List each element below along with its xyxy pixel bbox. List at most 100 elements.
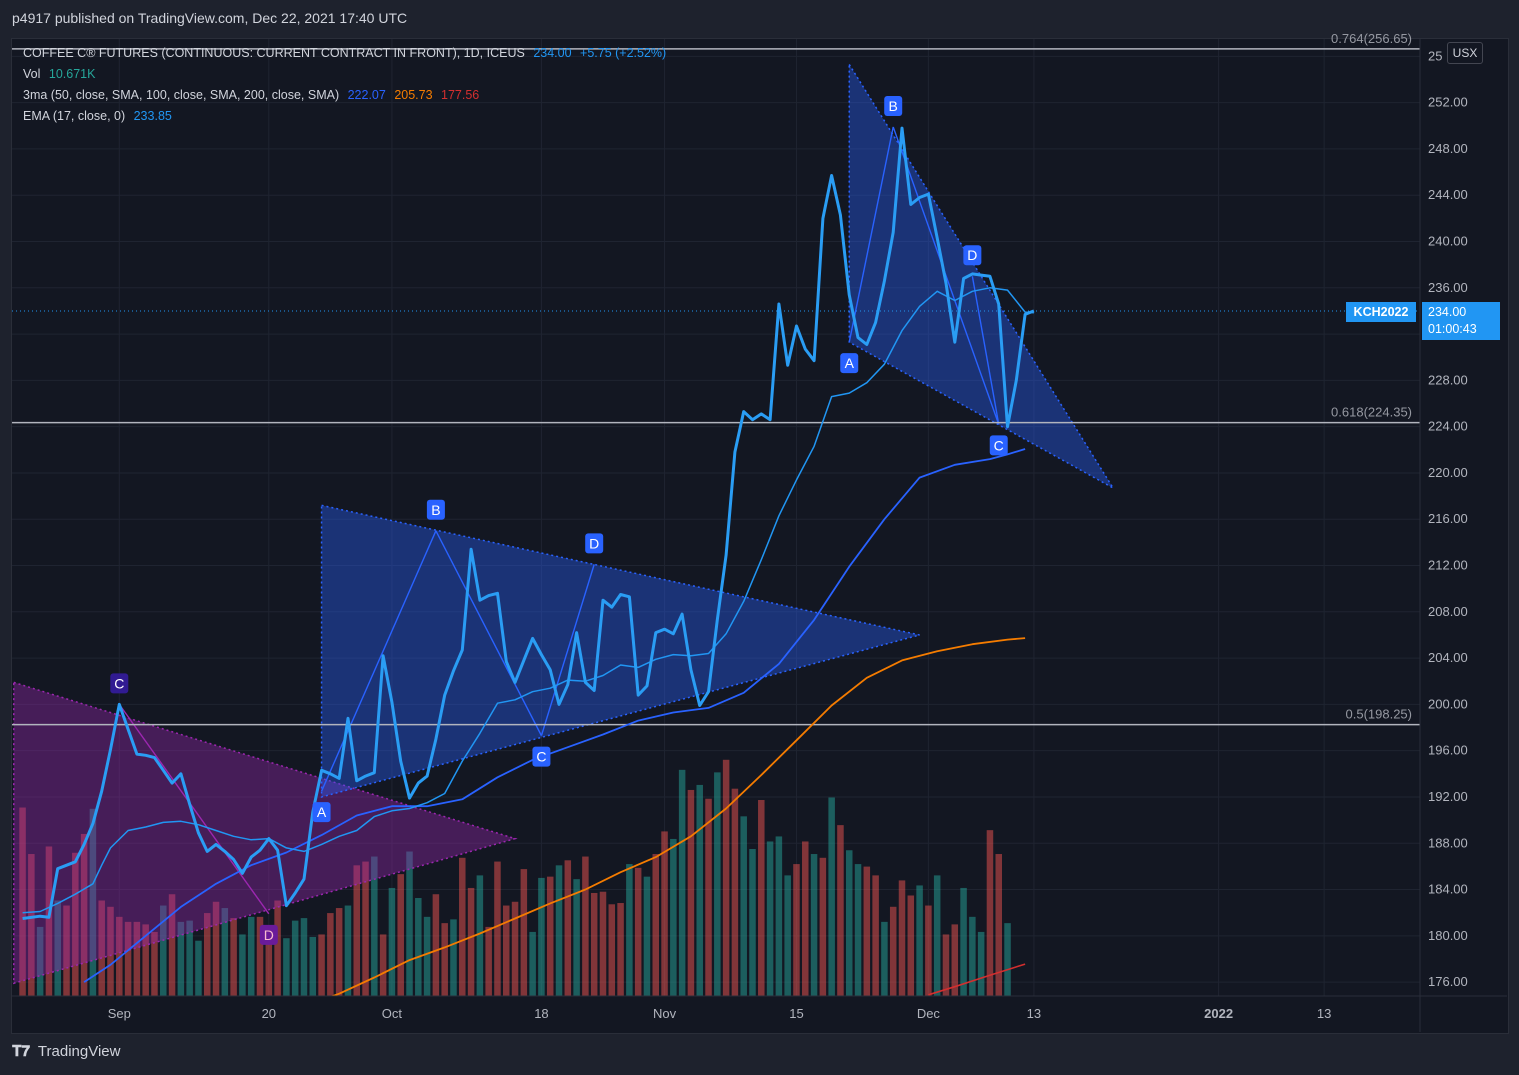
- price-tag-value: 234.00 01:00:43: [1422, 302, 1500, 340]
- volume-bar: [766, 841, 774, 996]
- volume-bar: [942, 934, 950, 996]
- pattern-point-badge: [532, 746, 551, 767]
- volume-bar: [705, 798, 712, 996]
- y-tick-label: 200.00: [1428, 696, 1468, 711]
- volume-bar: [89, 808, 97, 996]
- volume-bar: [617, 903, 624, 996]
- y-tick-label: 252.00: [1428, 95, 1468, 110]
- y-tick-label: 228.00: [1428, 372, 1468, 387]
- volume-label[interactable]: Vol: [23, 67, 41, 81]
- volume-bar: [863, 866, 871, 996]
- volume-bar: [36, 926, 44, 996]
- volume-bar: [573, 879, 580, 996]
- pattern-point-label: B: [431, 502, 440, 518]
- x-tick-label: Nov: [653, 1006, 677, 1021]
- volume-bar: [107, 906, 114, 996]
- legend-volume-row: Vol 10.671K: [23, 67, 100, 81]
- ema-line: [22, 287, 1034, 914]
- price-line: [22, 126, 1035, 920]
- pattern-triangle: [13, 681, 518, 985]
- volume-bar: [986, 830, 994, 996]
- legend-ma-row: 3ma (50, close, SMA, 100, close, SMA, 20…: [23, 88, 484, 102]
- tradingview-logo-icon: 𝐓𝟕: [12, 1043, 31, 1060]
- volume-bar: [564, 860, 572, 996]
- symbol-name[interactable]: COFFEE C® FUTURES (CONTINUOUS: CURRENT C…: [23, 46, 525, 60]
- y-tick-label: 204.00: [1428, 650, 1468, 665]
- volume-bar: [590, 892, 598, 996]
- volume-bar: [230, 918, 237, 996]
- y-tick-label: 212.00: [1428, 558, 1468, 573]
- fib-level-label: 0.5(198.25): [1346, 707, 1413, 722]
- pattern-leg: [118, 703, 270, 915]
- volume-bar: [274, 900, 281, 996]
- pattern-point-label: A: [317, 804, 327, 820]
- pattern-point-label: D: [589, 535, 599, 551]
- volume-bar: [520, 869, 528, 996]
- volume-bar: [494, 861, 501, 996]
- volume-bar: [476, 875, 484, 996]
- volume-bar: [247, 916, 255, 996]
- volume-bar: [626, 864, 633, 996]
- pattern-point-label: C: [994, 437, 1004, 453]
- volume-bar: [889, 906, 897, 996]
- volume-bar: [960, 887, 967, 996]
- volume-bar: [995, 854, 1002, 996]
- pattern-point-label: C: [536, 749, 546, 765]
- volume-bar: [661, 831, 668, 996]
- volume-bar: [819, 857, 827, 996]
- x-tick-label: 15: [789, 1006, 803, 1021]
- y-tick-label: 188.00: [1428, 835, 1468, 850]
- ema-label[interactable]: EMA (17, close, 0): [23, 109, 126, 123]
- volume-bar: [670, 838, 677, 996]
- footer-brand[interactable]: 𝐓𝟕 TradingView: [12, 1043, 120, 1060]
- pattern-point-label: C: [114, 675, 124, 691]
- volume-bar: [423, 916, 431, 996]
- ma100-line: [330, 637, 1026, 996]
- volume-bar: [239, 934, 246, 996]
- volume-bar: [854, 864, 862, 996]
- x-tick-label: 18: [534, 1006, 548, 1021]
- volume-bar: [678, 769, 686, 996]
- volume-bar: [291, 920, 299, 996]
- volume-bar: [802, 841, 809, 996]
- pattern-triangle: [320, 504, 920, 798]
- pattern-point-label: A: [845, 355, 855, 371]
- ma200-line: [928, 963, 1026, 996]
- volume-bar: [45, 846, 53, 996]
- x-tick-label: 20: [262, 1006, 276, 1021]
- volume-bar: [362, 861, 369, 996]
- volume-bar: [599, 891, 607, 996]
- volume-bar: [371, 856, 378, 996]
- volume-bar: [256, 916, 264, 996]
- y-tick-label: 220.00: [1428, 465, 1468, 480]
- volume-bar: [318, 934, 325, 996]
- price-tag-countdown: 01:00:43: [1428, 322, 1477, 336]
- volume-bar: [124, 921, 132, 996]
- volume-bar: [221, 908, 229, 996]
- volume-bar: [793, 864, 800, 996]
- ma-label[interactable]: 3ma (50, close, SMA, 100, close, SMA, 20…: [23, 88, 340, 102]
- volume-bar: [168, 894, 176, 996]
- volume-bar: [335, 908, 343, 996]
- pattern-point-label: D: [264, 927, 274, 943]
- y-tick-label: 25: [1428, 48, 1442, 63]
- plot-area: C D A B C D A B C D: [12, 39, 1420, 996]
- volume-bar: [151, 931, 158, 996]
- publish-info: p4917 published on TradingView.com, Dec …: [12, 10, 408, 26]
- volume-bar: [502, 905, 510, 996]
- volume-bar: [133, 921, 141, 996]
- volume-bar: [300, 918, 308, 996]
- price-change: +5.75 (+2.52%): [580, 46, 667, 60]
- volume-bar: [714, 772, 721, 996]
- volume-bar: [898, 880, 906, 996]
- pattern-leg: [435, 530, 543, 736]
- volume-bar: [432, 894, 440, 996]
- volume-bar: [459, 857, 466, 996]
- volume-bar: [397, 874, 404, 996]
- volume-bar: [177, 921, 185, 996]
- volume-bar: [933, 875, 941, 996]
- y-tick-label: 208.00: [1428, 604, 1468, 619]
- ma200-value: 177.56: [441, 88, 480, 102]
- currency-button[interactable]: USX: [1447, 42, 1483, 64]
